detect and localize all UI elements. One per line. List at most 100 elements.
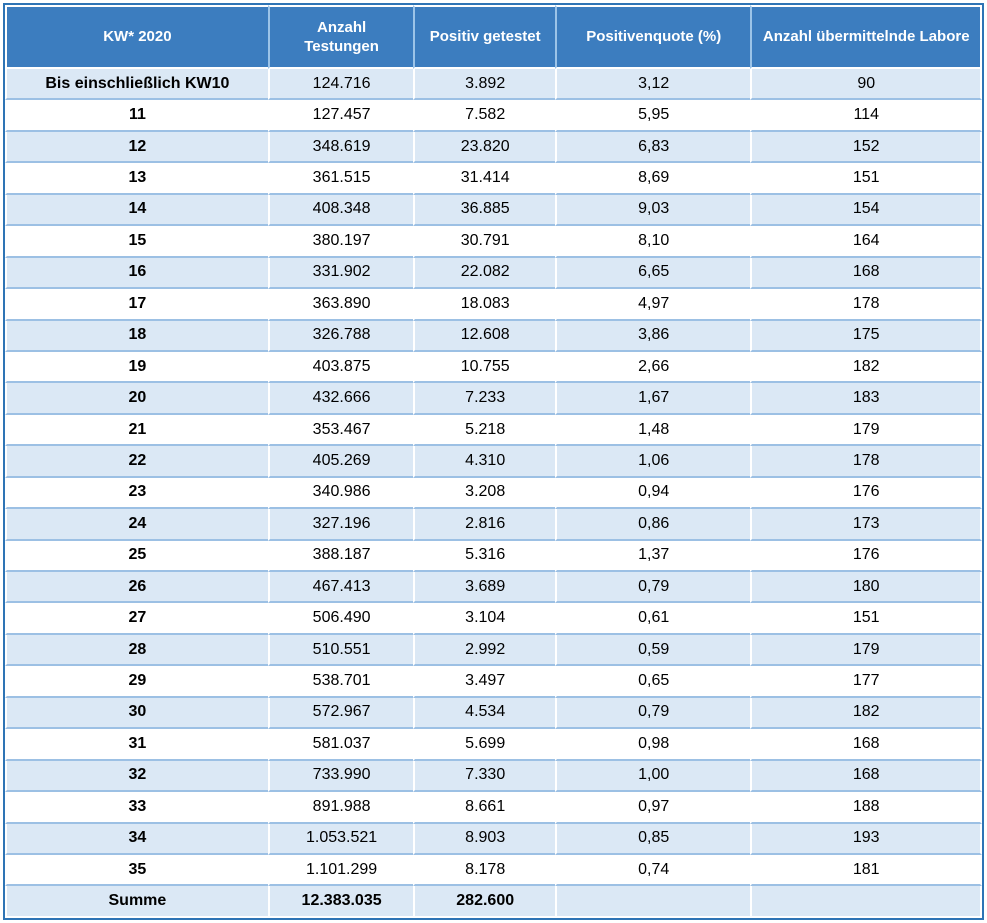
kw-cell: 22 (5, 446, 268, 478)
kw-cell: 11 (5, 100, 268, 132)
quote-cell: 0,86 (555, 509, 751, 541)
quote-cell: 6,83 (555, 131, 751, 164)
positiv-cell: 3.497 (413, 666, 556, 698)
quote-cell: 1,06 (555, 446, 751, 478)
labore-cell: 188 (750, 792, 982, 824)
kw-cell: 19 (5, 351, 268, 384)
table-row: 35 1.101.299 8.178 0,74 181 (5, 854, 982, 887)
column-header-uebermittelnde-labore: Anzahl übermittelnde Labore (750, 5, 982, 69)
testungen-cell: 388.187 (267, 540, 414, 572)
labore-cell: 183 (750, 383, 982, 415)
testungen-cell: 127.457 (267, 100, 414, 132)
summary-label-cell: Summe (5, 886, 268, 918)
testungen-cell: 405.269 (267, 446, 414, 478)
quote-cell: 6,65 (555, 257, 751, 290)
quote-cell: 0,94 (555, 477, 751, 510)
testungen-cell: 12.383.035 (267, 886, 414, 918)
labore-cell: 152 (750, 131, 982, 164)
table-row: 32 733.990 7.330 1,00 168 (5, 760, 982, 793)
labore-cell: 181 (750, 854, 982, 887)
testungen-cell: 353.467 (267, 414, 414, 447)
column-header-anzahl-testungen: Anzahl Testungen (267, 5, 414, 69)
labore-cell: 176 (750, 477, 982, 510)
labore-cell: 175 (750, 320, 982, 352)
quote-cell: 5,95 (555, 100, 751, 132)
positiv-cell: 18.083 (413, 289, 556, 321)
testungen-cell: 432.666 (267, 383, 414, 415)
positiv-cell: 2.816 (413, 509, 556, 541)
positiv-cell: 8.178 (413, 854, 556, 887)
testungen-cell: 1.053.521 (267, 823, 414, 855)
summary-row: Summe 12.383.035 282.600 (5, 886, 982, 918)
table-row: 29 538.701 3.497 0,65 177 (5, 666, 982, 698)
table-row: 17 363.890 18.083 4,97 178 (5, 289, 982, 321)
kw-cell: 32 (5, 760, 268, 793)
table-row: 23 340.986 3.208 0,94 176 (5, 477, 982, 510)
kw-cell: 29 (5, 666, 268, 698)
labore-cell: 168 (750, 257, 982, 290)
table-row: 22 405.269 4.310 1,06 178 (5, 446, 982, 478)
positiv-cell: 5.218 (413, 414, 556, 447)
testungen-cell: 340.986 (267, 477, 414, 510)
labore-cell: 182 (750, 697, 982, 730)
kw-cell: 26 (5, 572, 268, 604)
labore-cell: 182 (750, 351, 982, 384)
table-row: 25 388.187 5.316 1,37 176 (5, 540, 982, 572)
header-row: KW* 2020 Anzahl Testungen Positiv getest… (5, 5, 982, 69)
positiv-cell: 2.992 (413, 634, 556, 667)
labore-cell: 164 (750, 226, 982, 258)
table-row: 13 361.515 31.414 8,69 151 (5, 163, 982, 195)
labore-cell: 90 (750, 69, 982, 101)
positiv-cell: 12.608 (413, 320, 556, 352)
kw-cell: 24 (5, 509, 268, 541)
positiv-cell: 7.233 (413, 383, 556, 415)
quote-cell: 3,86 (555, 320, 751, 352)
labore-cell: 151 (750, 163, 982, 195)
positiv-cell: 8.661 (413, 792, 556, 824)
table-row: 12 348.619 23.820 6,83 152 (5, 131, 982, 164)
table-row: 11 127.457 7.582 5,95 114 (5, 100, 982, 132)
testungen-cell: 467.413 (267, 572, 414, 604)
labore-cell: 179 (750, 414, 982, 447)
kw-cell: 34 (5, 823, 268, 855)
table-row: 34 1.053.521 8.903 0,85 193 (5, 823, 982, 855)
quote-cell: 0,79 (555, 697, 751, 730)
quote-cell: 0,97 (555, 792, 751, 824)
labore-cell: 154 (750, 194, 982, 227)
kw-cell: Bis einschließlich KW10 (5, 69, 268, 101)
testungen-cell: 506.490 (267, 603, 414, 635)
kw-cell: 18 (5, 320, 268, 352)
testungen-cell: 363.890 (267, 289, 414, 321)
quote-cell: 0,61 (555, 603, 751, 635)
labore-cell: 179 (750, 634, 982, 667)
positiv-cell: 36.885 (413, 194, 556, 227)
labore-cell: 114 (750, 100, 982, 132)
quote-cell: 0,79 (555, 572, 751, 604)
table-row: Bis einschließlich KW10 124.716 3.892 3,12 9… (5, 69, 982, 101)
testungen-cell: 572.967 (267, 697, 414, 730)
positiv-cell: 3.689 (413, 572, 556, 604)
positiv-cell: 4.310 (413, 446, 556, 478)
positiv-cell: 22.082 (413, 257, 556, 290)
kw-cell: 35 (5, 854, 268, 887)
testungen-cell: 331.902 (267, 257, 414, 290)
testungen-cell: 327.196 (267, 509, 414, 541)
labore-cell: 168 (750, 760, 982, 793)
quote-cell: 1,00 (555, 760, 751, 793)
table-row: 20 432.666 7.233 1,67 183 (5, 383, 982, 415)
testungen-cell: 326.788 (267, 320, 414, 352)
positiv-cell: 31.414 (413, 163, 556, 195)
testungen-cell: 581.037 (267, 729, 414, 761)
testungen-cell: 408.348 (267, 194, 414, 227)
positiv-cell: 3.208 (413, 477, 556, 510)
testungen-cell: 891.988 (267, 792, 414, 824)
positiv-cell: 7.582 (413, 100, 556, 132)
kw-cell: 30 (5, 697, 268, 730)
kw-cell: 15 (5, 226, 268, 258)
table-row: 16 331.902 22.082 6,65 168 (5, 257, 982, 290)
quote-cell: 8,10 (555, 226, 751, 258)
testungen-cell: 1.101.299 (267, 854, 414, 887)
labore-cell: 178 (750, 289, 982, 321)
positiv-cell: 7.330 (413, 760, 556, 793)
